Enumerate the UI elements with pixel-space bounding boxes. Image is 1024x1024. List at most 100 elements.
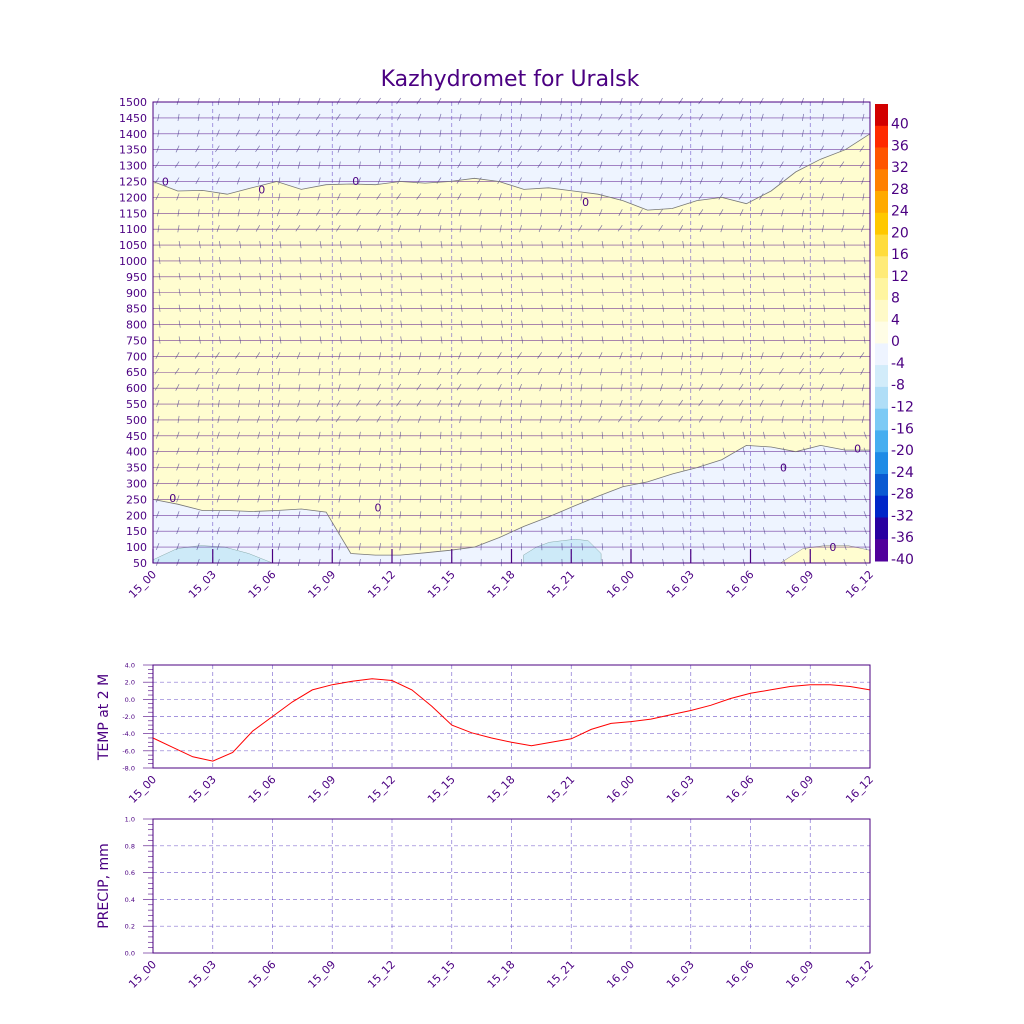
wind-barb [197, 399, 200, 408]
wind-barb [539, 384, 543, 392]
wind-barb [195, 177, 200, 185]
wind-barb [338, 177, 341, 185]
wind-barb [822, 209, 825, 217]
wind-barb [358, 145, 361, 153]
wind-barb [783, 336, 785, 344]
wind-barb [780, 97, 784, 105]
wind-barb [701, 145, 704, 153]
wind-barb [380, 336, 383, 344]
wind-barb [499, 209, 502, 217]
wind-barb [642, 495, 644, 503]
wind-barb [640, 384, 643, 392]
colorbar-label: -12 [891, 399, 914, 415]
wind-barb [376, 399, 381, 407]
wind-barb [742, 304, 745, 312]
wind-barb [521, 336, 524, 344]
wind-barb [176, 463, 180, 471]
wind-barb [198, 256, 201, 265]
wind-barb [680, 145, 684, 153]
precip-x-label: 16_06 [724, 958, 757, 991]
wind-barb [497, 352, 502, 359]
wind-barb [437, 209, 442, 217]
wind-barb [237, 415, 240, 424]
wind-barb [660, 352, 663, 360]
wind-barb [257, 527, 261, 535]
contour-label: 0 [162, 175, 169, 188]
wind-barb [440, 256, 443, 265]
wind-barb [476, 368, 482, 375]
wind-barb [840, 129, 845, 137]
wind-barb [174, 368, 180, 375]
wind-barb [802, 415, 804, 424]
wind-barb [561, 336, 564, 344]
wind-barb [440, 336, 443, 344]
wind-barb [438, 113, 442, 121]
pressure-tick-label: 450 [126, 430, 147, 443]
wind-barb [761, 129, 764, 137]
wind-barb [540, 193, 543, 201]
wind-barb [440, 463, 442, 471]
wind-barb [460, 256, 463, 265]
wind-barb [178, 320, 181, 328]
wind-barb [843, 463, 847, 471]
wind-barb [718, 399, 724, 407]
wind-barb [355, 113, 361, 121]
temp-series [152, 678, 871, 762]
wind-barb [621, 495, 624, 503]
wind-barb [799, 383, 804, 391]
wind-barb [700, 129, 704, 137]
wind-barb [155, 193, 160, 201]
pressure-tick-label: 600 [126, 382, 147, 395]
wind-barb [336, 193, 341, 201]
wind-barb [682, 543, 685, 551]
wind-barb [577, 352, 583, 359]
wind-barb [237, 527, 240, 535]
wind-barb [658, 399, 663, 407]
wind-barb [257, 209, 261, 217]
wind-barb [157, 129, 160, 137]
wind-barb [319, 256, 322, 265]
wind-barb [720, 225, 724, 233]
wind-barb [558, 225, 563, 232]
wind-barb [678, 193, 684, 200]
colorbar-label: -4 [891, 356, 905, 372]
wind-barb [338, 431, 341, 439]
wind-barb [559, 209, 563, 217]
wind-barb [642, 241, 644, 249]
wind-barb [239, 320, 242, 328]
wind-barb [800, 193, 804, 201]
wind-barb [194, 352, 200, 359]
wind-barb [440, 288, 443, 296]
pressure-tick-label: 900 [126, 287, 147, 300]
wind-barb [698, 113, 704, 121]
wind-barb [438, 352, 442, 360]
wind-barb [701, 352, 704, 360]
wind-barb [480, 256, 483, 265]
wind-barb [238, 399, 240, 408]
temp-x-label: 15_00 [126, 773, 159, 806]
wind-barb [319, 241, 322, 249]
wind-barb [216, 511, 220, 519]
wind-barb [642, 320, 644, 328]
wind-barb [700, 368, 704, 376]
wind-barb [803, 304, 806, 312]
wind-barb [380, 320, 383, 328]
wind-barb [742, 288, 745, 296]
colorbar-swatch [875, 430, 888, 453]
wind-barb [259, 304, 262, 312]
wind-barb [843, 558, 847, 567]
colorbar-label: 0 [891, 334, 900, 350]
wind-barb [783, 241, 785, 249]
temperature-colorbar: 4036322824201612840-4-8-12-16-20-24-28-3… [875, 104, 914, 568]
wind-barb [195, 145, 200, 153]
temp-panel: 4.02.00.0-2.0-4.0-6.0-8.0 15_00 15_03 15_0… [96, 662, 876, 806]
wind-barb [739, 368, 744, 375]
wind-barb [581, 447, 583, 455]
wind-barb [316, 209, 321, 216]
wind-barb [440, 479, 442, 487]
wind-barb [299, 336, 302, 344]
wind-barb [336, 129, 341, 137]
wind-barb [420, 272, 423, 281]
wind-barb [863, 256, 866, 265]
wind-barb [176, 447, 180, 455]
